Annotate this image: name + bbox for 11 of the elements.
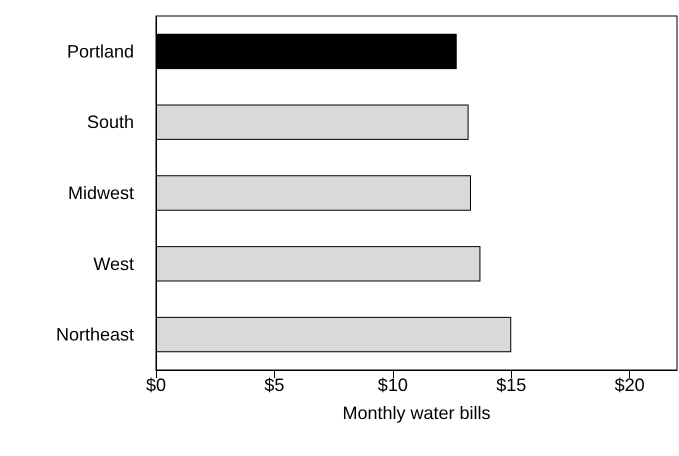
x-tick-label: $5 [264,375,284,395]
y-tick-label: Northeast [56,324,134,345]
x-tick-label: $10 [378,375,408,395]
y-tick-label: South [86,112,134,132]
x-tick-label: $0 [146,375,166,395]
y-tick-label: Portland [66,41,134,62]
y-tick-label: West [93,254,134,274]
x-tick-label: $20 [614,375,645,395]
x-axis-title: Monthly water bills [342,403,491,423]
x-tick-label: $15 [496,375,526,395]
y-tick-label: Midwest [68,183,134,203]
